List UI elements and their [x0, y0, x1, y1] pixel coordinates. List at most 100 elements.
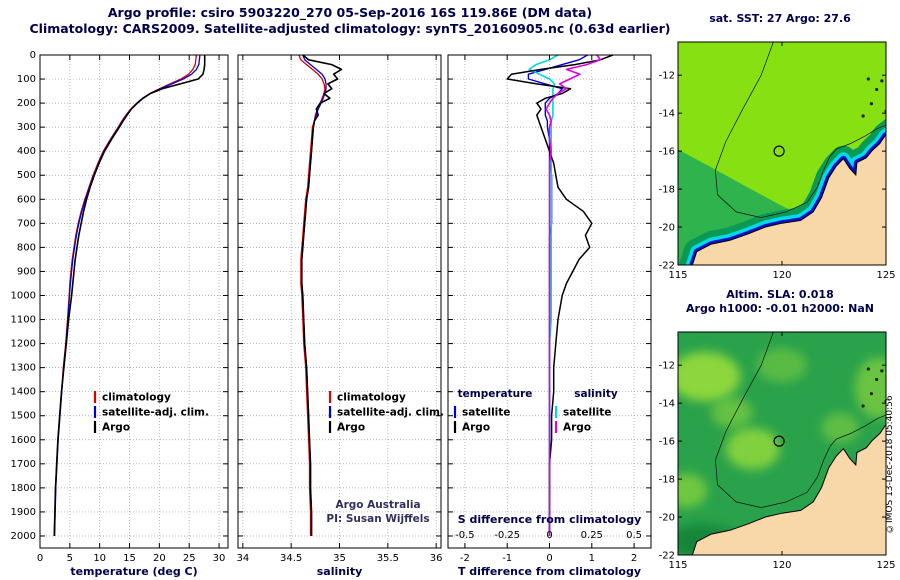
lat-tick-label: -22	[659, 551, 675, 562]
x-tick-label: 5	[67, 553, 73, 564]
panel-temperature: 0 5 10 15 20 25 300100200300400500600700800900…	[11, 50, 229, 578]
x-tick-label: -1	[502, 553, 512, 564]
x-tick-label: 10	[93, 553, 106, 564]
legend-label: climatology	[102, 392, 171, 404]
legend-label: Argo	[102, 422, 130, 434]
lat-tick-label: -12	[659, 361, 675, 372]
x-axis-label: T difference from climatology	[458, 565, 641, 578]
x-axis-label: salinity	[317, 565, 363, 578]
depth-tick-label: 1600	[11, 435, 36, 446]
island	[880, 369, 884, 373]
bottom-map-frame: 115 120 125 -12 -14 -16 -18 -20 -22	[659, 331, 896, 571]
island	[880, 79, 884, 83]
x-tick-label: 35	[333, 553, 346, 564]
top-map-frame: 115 120 125 -12 -14 -16 -18 -20 -22	[659, 41, 896, 281]
x-tick-label: -2	[460, 553, 470, 564]
island	[875, 87, 879, 92]
island	[861, 114, 865, 118]
x-tick-label: 30	[213, 553, 226, 564]
s-tick-label: -0.25	[494, 530, 520, 541]
annotation-line: PI: Susan Wijffels	[326, 513, 429, 525]
isobath-contour	[715, 332, 886, 508]
float-position-marker	[773, 145, 785, 157]
panel-frame	[39, 54, 229, 549]
lon-tick-label: 125	[876, 560, 895, 571]
depth-tick-label: 0	[30, 50, 36, 61]
depth-tick-label: 200	[17, 98, 36, 109]
lat-tick-label: -16	[659, 437, 675, 448]
x-tick-label: 2	[631, 553, 637, 564]
sla-anomaly-blob	[678, 351, 741, 402]
series-climatology	[298, 54, 326, 536]
depth-tick-label: 1200	[11, 339, 36, 350]
sla-anomaly-blob	[711, 397, 753, 428]
depth-tick-label: 1700	[11, 459, 36, 470]
land	[692, 425, 886, 555]
depth-tick-label: 600	[17, 194, 36, 205]
lat-tick-label: -18	[659, 185, 675, 196]
figure-title-line1: Argo profile: csiro 5903220_270 05-Sep-2…	[107, 5, 593, 20]
lat-tick-label: -20	[659, 513, 675, 524]
sla-anomaly-blob	[757, 348, 807, 383]
x-tick-label: 36	[430, 553, 443, 564]
lon-tick-label: 120	[772, 270, 791, 281]
lon-tick-label: 125	[876, 270, 895, 281]
top-map-body	[678, 42, 886, 265]
argo-heights-label: Argo h1000: -0.01 h2000: NaN	[686, 302, 874, 315]
x-tick-label: 20	[153, 553, 166, 564]
sla-anomaly-blob	[678, 473, 708, 508]
legend-label: satellite-adj. clim.	[337, 407, 444, 419]
s-tick-label: 0.25	[581, 530, 603, 541]
sla-anomaly-blob	[725, 427, 780, 470]
legend-label: climatology	[337, 392, 406, 404]
sla-anomaly-blob	[854, 357, 886, 419]
lat-tick-label: -16	[659, 147, 675, 158]
s-tick-label: 0.5	[626, 530, 642, 541]
x-tick-label: 35.5	[377, 553, 399, 564]
depth-tick-label: 400	[17, 146, 36, 157]
legend-label: satellite-adj. clim.	[102, 407, 209, 419]
x-tick-label: 1	[589, 553, 595, 564]
x-tick-label: 34.5	[280, 553, 302, 564]
island	[861, 404, 865, 408]
s-tick-label: 0	[546, 530, 552, 541]
island	[869, 102, 874, 106]
series-S-Argo	[545, 54, 602, 536]
depth-tick-label: 1500	[11, 411, 36, 422]
lat-tick-label: -14	[659, 109, 675, 120]
s-tick-label: -0.5	[455, 530, 475, 541]
depth-tick-label: 1000	[11, 290, 36, 301]
isobath-contour	[715, 42, 886, 218]
series-Argo	[300, 54, 343, 536]
depth-tick-label: 1400	[11, 387, 36, 398]
depth-tick-label: 1800	[11, 483, 36, 494]
sst-map-title: sat. SST: 27 Argo: 27.6	[709, 12, 851, 25]
lat-tick-label: -20	[659, 223, 675, 234]
sla-map-title: Altim. SLA: 0.018	[726, 288, 834, 301]
s-axis-label: S difference from climatology	[458, 513, 642, 526]
bottom-map-body	[678, 332, 886, 555]
depth-tick-label: 300	[17, 122, 36, 133]
x-tick-label: 0	[37, 553, 43, 564]
coastline	[691, 424, 886, 555]
island	[875, 377, 879, 382]
depth-tick-label: 1900	[11, 507, 36, 518]
depth-tick-label: 900	[17, 266, 36, 277]
x-tick-label: 0	[546, 553, 552, 564]
depth-tick-label: 500	[17, 170, 36, 181]
series-T-satellite	[527, 54, 588, 536]
lon-tick-label: 115	[668, 560, 687, 571]
x-tick-label: 15	[123, 553, 136, 564]
island	[866, 367, 870, 371]
lon-tick-label: 115	[668, 270, 687, 281]
series-T-Argo	[506, 54, 614, 536]
x-tick-label: 34	[236, 553, 249, 564]
lat-tick-label: -22	[659, 261, 675, 272]
lat-tick-label: -18	[659, 475, 675, 486]
series-Argo	[53, 55, 206, 537]
land	[692, 135, 886, 265]
island	[869, 392, 874, 396]
panel-salinity: 34 34.5 35 35.5 36 salinity climatology satelli…	[236, 54, 444, 578]
